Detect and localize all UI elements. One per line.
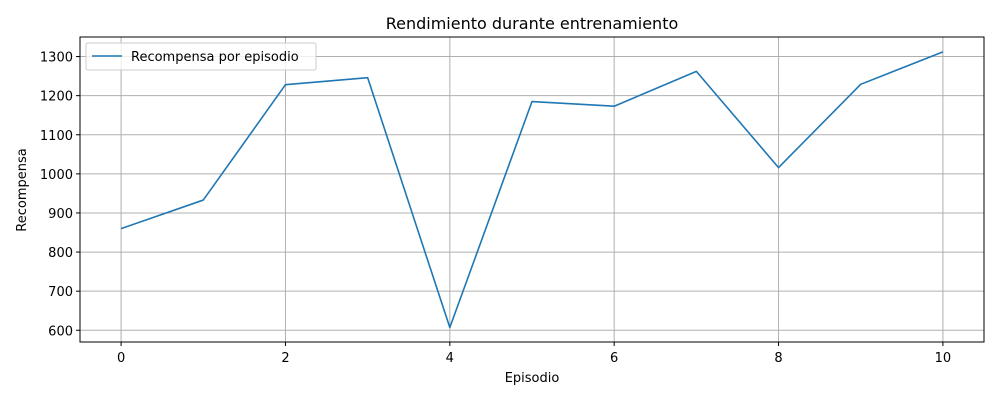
y-tick-label: 900 <box>48 207 73 222</box>
y-tick-label: 1200 <box>40 90 73 105</box>
legend-label: Recompensa por episodio <box>131 50 299 65</box>
series-line-0 <box>120 51 944 329</box>
x-tick-label: 2 <box>281 351 289 366</box>
y-tick-label: 1100 <box>40 129 73 144</box>
y-tick-label: 800 <box>48 246 73 261</box>
chart-title: Rendimiento durante entrenamiento <box>386 14 679 33</box>
x-tick-label: 0 <box>117 351 125 366</box>
legend-box <box>85 42 317 71</box>
x-tick-label: 6 <box>610 351 618 366</box>
y-tick-label: 1300 <box>40 51 73 66</box>
x-tick-label: 8 <box>774 351 782 366</box>
y-tick-label: 1000 <box>40 168 73 183</box>
y-tick-label: 700 <box>48 285 73 300</box>
x-tick-label: 4 <box>446 351 454 366</box>
x-tick-label: 10 <box>935 351 952 366</box>
legend: Recompensa por episodio <box>85 42 317 71</box>
series-layer <box>120 51 944 329</box>
plot-frame <box>79 36 985 343</box>
y-tick-label: 600 <box>48 324 73 339</box>
grid-lines <box>80 37 984 342</box>
axis-ticks: 0 2 4 6 8 10 600 700 800 900 1000 1100 1200 1300 <box>40 51 951 366</box>
x-axis-label: Episodio <box>505 371 560 386</box>
y-axis-label: Recompensa <box>15 148 30 231</box>
